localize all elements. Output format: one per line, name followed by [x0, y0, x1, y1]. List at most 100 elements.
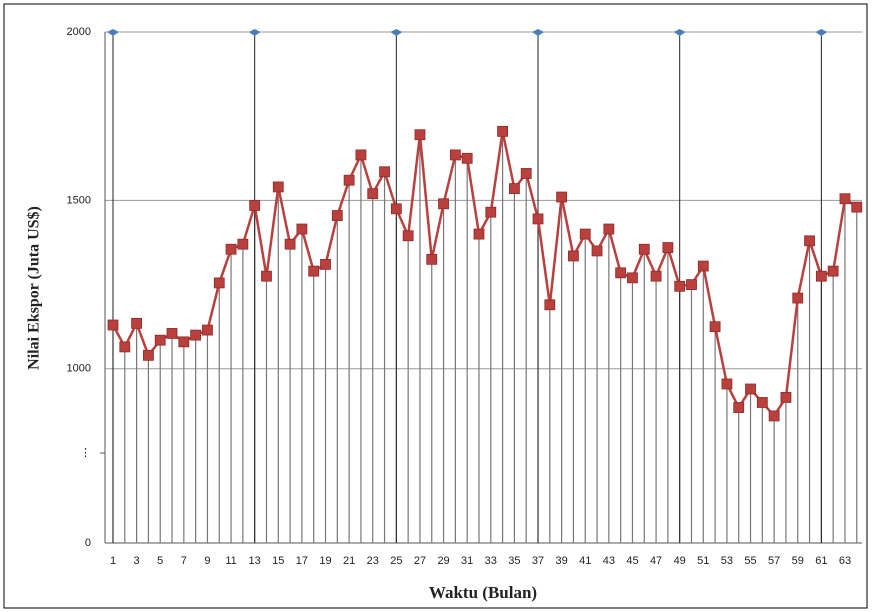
- x-axis-title: Waktu (Bulan): [429, 583, 537, 602]
- point-marker: [697, 260, 709, 272]
- point-marker: [638, 243, 650, 255]
- point-marker: [107, 319, 119, 331]
- x-tick-label: 35: [508, 555, 520, 567]
- x-tick-label: 5: [157, 555, 163, 567]
- point-marker: [131, 317, 143, 329]
- point-marker: [284, 238, 296, 250]
- point-marker: [261, 270, 272, 282]
- point-marker: [745, 383, 756, 395]
- x-tick-label: 31: [461, 555, 473, 567]
- point-marker: [154, 334, 166, 346]
- point-marker: [686, 279, 697, 291]
- x-tick-label: 63: [839, 555, 851, 567]
- point-marker: [509, 183, 520, 195]
- x-tick-label: 21: [343, 555, 355, 567]
- point-marker: [390, 203, 402, 215]
- point-marker: [426, 253, 438, 265]
- point-marker: [343, 174, 355, 186]
- x-tick-label: 47: [650, 555, 662, 567]
- x-tick-label: 39: [556, 555, 568, 567]
- diamond-marker: [107, 29, 119, 36]
- point-marker: [827, 265, 839, 277]
- x-tick-label: 7: [181, 555, 187, 567]
- point-marker: [190, 329, 202, 341]
- point-marker: [709, 321, 721, 333]
- diamond-marker: [390, 29, 403, 36]
- x-tick-label: 9: [204, 555, 210, 567]
- point-marker: [556, 191, 568, 203]
- x-tick-label: 3: [134, 555, 140, 567]
- x-tick-label: 55: [744, 555, 756, 567]
- point-marker: [473, 228, 485, 240]
- point-marker: [249, 200, 261, 211]
- point-marker: [178, 336, 190, 348]
- x-tick-label: 37: [532, 555, 544, 567]
- diamond-marker: [673, 29, 686, 36]
- point-marker: [733, 402, 745, 413]
- x-tick-label: 27: [414, 555, 426, 567]
- x-tick-label: 29: [437, 555, 449, 567]
- point-marker: [756, 397, 768, 408]
- x-tick-label: 23: [367, 555, 379, 567]
- x-tick-label: 15: [272, 555, 284, 567]
- diamond-marker: [532, 29, 545, 36]
- y-tick-label: 1000: [67, 363, 91, 375]
- point-marker: [272, 181, 284, 193]
- x-tick-label: 17: [296, 555, 308, 567]
- point-marker: [591, 245, 603, 257]
- x-tick-label: 49: [674, 555, 686, 567]
- point-marker: [780, 392, 792, 403]
- point-marker: [414, 129, 426, 141]
- point-marker: [402, 230, 414, 242]
- x-tick-label: 43: [603, 555, 615, 567]
- x-tick-label: 25: [390, 555, 402, 567]
- point-marker: [804, 235, 815, 247]
- point-marker: [650, 270, 662, 282]
- point-marker: [568, 250, 579, 262]
- point-marker: [438, 198, 449, 210]
- point-marker: [627, 272, 638, 284]
- x-tick-label: 57: [768, 555, 780, 567]
- point-marker: [815, 270, 827, 282]
- point-marker: [662, 242, 674, 253]
- x-tick-label: 51: [697, 555, 709, 567]
- x-tick-label: 53: [721, 555, 733, 567]
- point-marker: [768, 410, 780, 422]
- frame: [3, 3, 868, 609]
- point-marker: [202, 324, 213, 336]
- point-marker: [792, 292, 804, 304]
- point-marker: [308, 265, 320, 277]
- point-marker: [225, 243, 237, 255]
- point-marker: [851, 201, 863, 213]
- diamond-marker: [815, 29, 828, 36]
- point-marker: [320, 258, 331, 270]
- point-marker: [497, 125, 508, 137]
- point-marker: [544, 299, 556, 311]
- x-tick-label: 19: [319, 555, 331, 567]
- x-tick-label: 11: [225, 555, 236, 567]
- data-line: [111, 131, 858, 419]
- point-marker: [213, 277, 225, 289]
- point-marker: [119, 341, 131, 353]
- point-marker: [485, 206, 497, 218]
- point-marker: [237, 238, 249, 250]
- x-tick-label: 59: [792, 555, 804, 567]
- point-marker: [674, 280, 686, 292]
- point-marker: [721, 378, 733, 390]
- diamond-marker: [248, 29, 261, 36]
- point-marker: [166, 328, 178, 339]
- point-marker: [520, 168, 532, 179]
- y-tick-label: 2000: [67, 26, 91, 38]
- point-marker: [603, 223, 615, 235]
- point-marker: [579, 228, 591, 240]
- x-tick-label: 45: [626, 555, 638, 567]
- point-marker: [143, 349, 154, 361]
- point-marker: [839, 193, 851, 205]
- x-tick-label: 33: [485, 555, 497, 567]
- point-marker: [379, 166, 390, 178]
- x-tick-label: 13: [249, 555, 261, 567]
- y-tick-label: ⋮: [80, 447, 91, 459]
- y-tick-label: 0: [85, 537, 91, 549]
- y-axis-title: Nilai Ekspor (Juta US$): [26, 206, 43, 370]
